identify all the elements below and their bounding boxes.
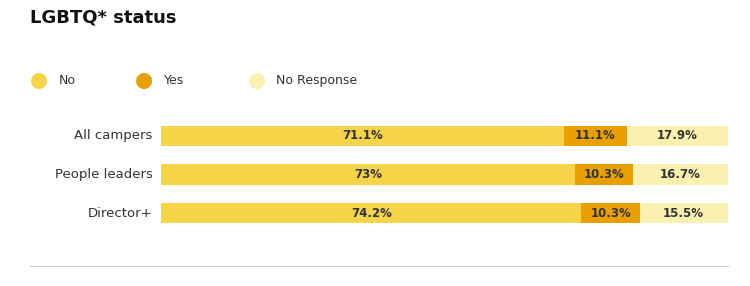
Text: 10.3%: 10.3% bbox=[584, 168, 624, 181]
Text: ●: ● bbox=[30, 70, 48, 90]
Text: People leaders: People leaders bbox=[55, 168, 153, 181]
Text: 15.5%: 15.5% bbox=[663, 207, 704, 220]
Bar bbox=[633, 164, 728, 184]
Text: All campers: All campers bbox=[74, 129, 153, 142]
Bar bbox=[161, 126, 564, 146]
Text: 10.3%: 10.3% bbox=[590, 207, 631, 220]
Text: ●: ● bbox=[135, 70, 153, 90]
Text: Yes: Yes bbox=[164, 74, 184, 87]
Text: No Response: No Response bbox=[276, 74, 357, 87]
Text: 11.1%: 11.1% bbox=[575, 129, 616, 142]
Text: ●: ● bbox=[248, 70, 266, 90]
Text: 17.9%: 17.9% bbox=[657, 129, 698, 142]
Bar bbox=[574, 164, 633, 184]
Bar bbox=[640, 203, 728, 223]
Text: 74.2%: 74.2% bbox=[351, 207, 392, 220]
Text: Director+: Director+ bbox=[88, 207, 153, 220]
Bar bbox=[627, 126, 728, 146]
Bar bbox=[564, 126, 627, 146]
Text: 71.1%: 71.1% bbox=[342, 129, 383, 142]
Bar bbox=[161, 203, 581, 223]
Text: 16.7%: 16.7% bbox=[660, 168, 700, 181]
Bar bbox=[581, 203, 640, 223]
Text: No: No bbox=[58, 74, 76, 87]
Text: LGBTQ* status: LGBTQ* status bbox=[30, 9, 176, 27]
Text: 73%: 73% bbox=[354, 168, 382, 181]
Bar bbox=[161, 164, 574, 184]
